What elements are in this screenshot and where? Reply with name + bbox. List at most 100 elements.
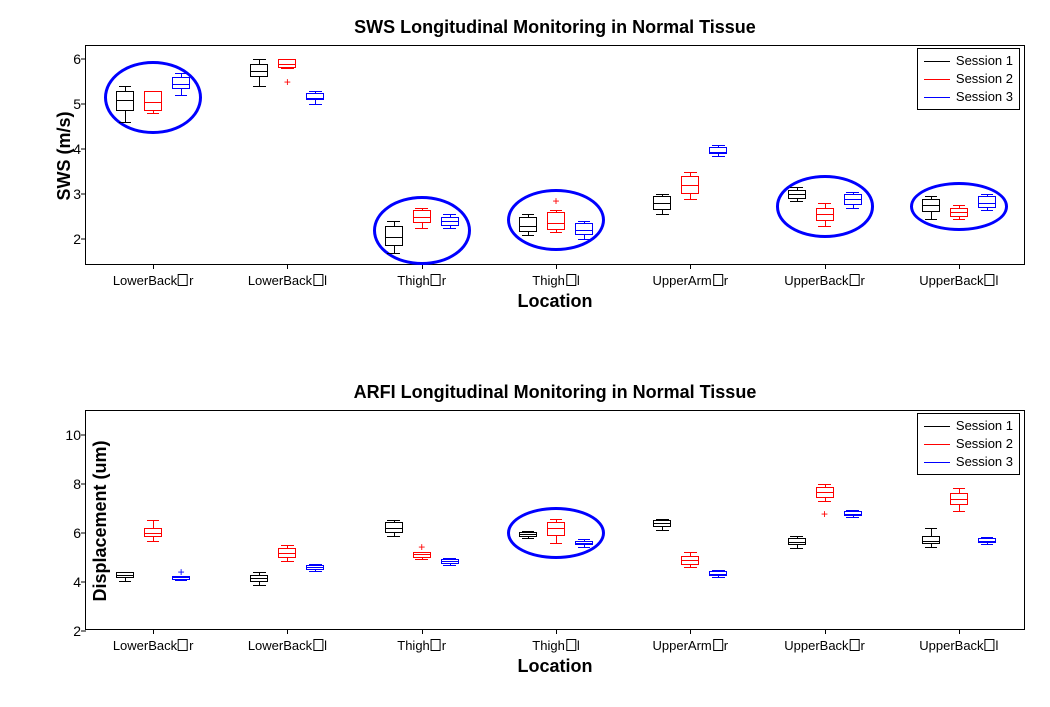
legend-swatch [924,97,950,98]
xtick-label: LowerBackr [113,638,194,653]
median-line [278,64,296,65]
whisker-cap [281,545,294,546]
whisker-cap [656,530,669,531]
ytick-mark [81,631,86,632]
xtick-label: Thighl [532,638,579,653]
whisker-cap [387,253,400,254]
whisker [931,212,932,219]
xtick-mark [287,264,288,269]
whisker [259,77,260,86]
xtick-label: UpperArmr [652,273,728,288]
median-line [681,185,699,186]
sws-panel: SWS Longitudinal Monitoring in Normal Ti… [85,25,1025,315]
whisker-cap [790,187,803,188]
whisker-cap [309,104,322,105]
whisker-cap [253,585,266,586]
whisker-cap [925,528,938,529]
median-line [950,212,968,213]
whisker-cap [522,538,535,539]
ytick-label: 4 [51,574,81,590]
median-line [653,203,671,204]
whisker-cap [550,232,563,233]
xtick-mark [153,264,154,269]
box [844,194,862,205]
median-line [144,102,162,103]
legend: Session 1Session 2Session 3 [917,413,1020,475]
outlier-marker: + [418,541,425,553]
whisker-cap [684,199,697,200]
median-line [547,223,565,224]
median-line [306,567,324,568]
whisker-cap [415,228,428,229]
ytick-mark [81,239,86,240]
xtick-mark [959,264,960,269]
whisker-cap [790,536,803,537]
box [116,91,134,111]
xtick-label: Thighl [532,273,579,288]
median-line [922,541,940,542]
median-line [575,543,593,544]
median-line [519,534,537,535]
xtick-mark [825,264,826,269]
legend-item: Session 3 [924,453,1013,471]
box [144,91,162,111]
outlier-marker: + [552,195,559,207]
whisker-cap [443,228,456,229]
whisker-cap [846,192,859,193]
median-line [278,553,296,554]
median-line [709,574,727,575]
whisker-cap [981,210,994,211]
whisker-cap [818,226,831,227]
xtick-mark [287,629,288,634]
whisker-cap [119,581,132,582]
xtick-label: UpperBackr [784,638,865,653]
xtick-label: UpperBackr [784,273,865,288]
legend-swatch [924,444,950,445]
median-line [172,84,190,85]
whisker-cap [846,517,859,518]
whisker-cap [684,552,697,553]
median-line [950,499,968,500]
median-line [547,528,565,529]
legend-swatch [924,426,950,427]
whisker-cap [415,559,428,560]
whisker-cap [281,68,294,69]
box [575,223,593,234]
whisker [153,520,154,529]
xlabel: Location [518,656,593,677]
whisker-cap [818,203,831,204]
box [519,217,537,233]
median-line [144,533,162,534]
whisker-cap [684,567,697,568]
ytick-mark [81,582,86,583]
whisker-cap [953,488,966,489]
arfi-panel: ARFI Longitudinal Monitoring in Normal T… [85,390,1025,680]
whisker-cap [147,541,160,542]
whisker-cap [119,122,132,123]
outlier-marker: + [821,508,828,520]
whisker [556,536,557,543]
whisker-cap [550,543,563,544]
xtick-mark [556,629,557,634]
median-line [441,561,459,562]
whisker-cap [684,172,697,173]
ytick-label: 2 [51,623,81,639]
whisker-cap [309,91,322,92]
legend-label: Session 3 [956,453,1013,471]
whisker-cap [656,194,669,195]
median-line [413,554,431,555]
whisker-cap [578,239,591,240]
ytick-mark [81,484,86,485]
median-line [978,203,996,204]
median-line [653,523,671,524]
median-line [681,560,699,561]
xtick-label: LowerBackl [248,638,327,653]
whisker-cap [147,520,160,521]
whisker-cap [522,235,535,236]
whisker [931,528,932,535]
xlabel: Location [518,291,593,312]
whisker-cap [981,194,994,195]
median-line [306,98,324,99]
whisker [181,89,182,96]
ytick-mark [81,59,86,60]
